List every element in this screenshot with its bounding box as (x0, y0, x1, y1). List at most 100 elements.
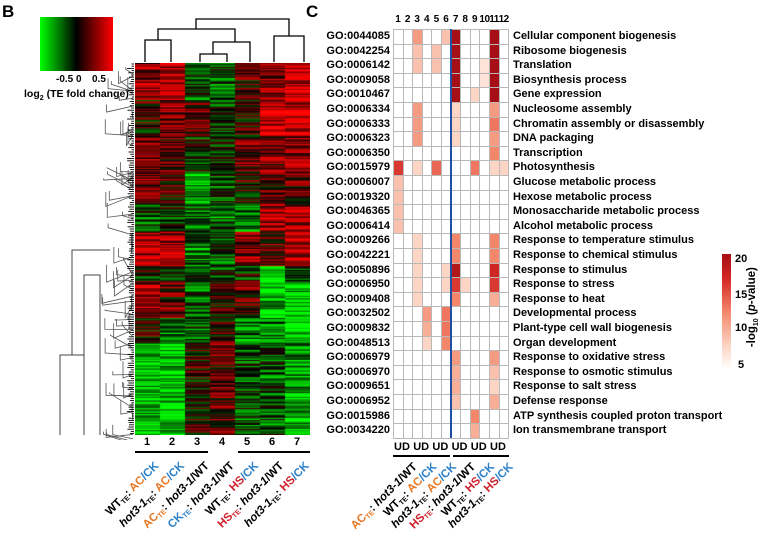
heatmap-cell (498, 43, 510, 60)
go-id: GO:0009408 (326, 292, 390, 305)
heatmap-cell (498, 204, 510, 220)
dendrogram-branch (144, 39, 172, 62)
go-id: GO:0010467 (326, 88, 390, 101)
go-term: Organ development (513, 336, 617, 349)
dendrogram-branch (195, 18, 290, 36)
go-term: Transcription (513, 146, 583, 159)
go-term: Response to osmotic stimulus (513, 365, 673, 378)
heatmap-cell (498, 335, 510, 352)
go-term: Alcohol metabolic process (513, 219, 653, 232)
heatmap-cell (498, 277, 510, 293)
colorbar-tick: 0.5 (92, 74, 106, 85)
condition-divider (450, 29, 453, 438)
heatmap-cell (498, 116, 510, 133)
colorbar-tick: -0.5 (56, 74, 74, 85)
column-number: 4 (218, 436, 226, 448)
column-number: 5 (433, 14, 440, 25)
column-number: 6 (268, 436, 276, 448)
dendrogram-branch (107, 223, 134, 236)
go-id: GO:0046365 (326, 205, 390, 218)
heatmap-cell (498, 29, 510, 45)
group-underline (135, 451, 208, 453)
pvalue-colorbar-label: -log10 (p-value) (746, 252, 760, 362)
dendrogram-branch (120, 121, 134, 136)
dendrogram-branch (101, 294, 134, 304)
go-term: Plant-type cell wall biogenesis (513, 322, 672, 334)
dendrogram-branch (114, 318, 134, 321)
heatmap-cell (498, 218, 510, 235)
column-number: 1 (143, 436, 151, 448)
column-number: 3 (193, 436, 201, 448)
label-text: p (745, 304, 758, 312)
go-id: GO:0006350 (326, 146, 390, 159)
dendrogram-branch (117, 270, 134, 282)
go-id: GO:0006970 (326, 365, 390, 378)
heatmap-cell (498, 379, 510, 395)
dendrogram-branch (119, 162, 134, 173)
go-term: Response to heat (513, 292, 605, 305)
go-id: GO:0032502 (326, 307, 390, 320)
dendrogram-branch (116, 318, 134, 327)
column-number: 7 (452, 14, 459, 25)
heatmap-cell (498, 306, 510, 322)
column-number: 9 (472, 14, 478, 25)
colorbar-tick: 0 (76, 74, 82, 85)
go-term: Response to stimulus (513, 263, 628, 276)
go-id: GO:0015986 (326, 409, 390, 422)
go-id: GO:0006979 (326, 351, 390, 364)
heatmap-cell (498, 423, 510, 439)
column-number: 3 (414, 14, 420, 25)
go-id: GO:0015979 (326, 161, 390, 174)
go-term: Biosynthesis process (513, 73, 627, 86)
dendrogram-branch (113, 271, 134, 289)
up-down-label: UD (432, 441, 449, 453)
label-text: log (24, 88, 40, 100)
dendrogram-branch (112, 371, 134, 376)
heatmap-cell (498, 408, 510, 425)
panel-c-label: C (306, 2, 319, 21)
te-heatmap (135, 63, 310, 435)
go-id: GO:0006142 (326, 59, 390, 72)
dendrogram-branch (212, 41, 251, 62)
go-term: Gene expression (513, 88, 602, 101)
heatmap-cell (498, 72, 510, 89)
heatmap-cell (498, 145, 510, 162)
go-id: GO:0006333 (326, 117, 390, 130)
label-text: -log (745, 326, 758, 348)
dendrogram-branch (83, 274, 101, 435)
go-id: GO:0006323 (326, 132, 390, 145)
group-underline (238, 451, 310, 453)
go-term: Response to salt stress (513, 380, 637, 393)
dendrogram-branch (116, 166, 134, 178)
go-term: Cellular component biogenesis (513, 30, 677, 42)
dendrogram-branch (114, 340, 134, 349)
heatmap-cell (498, 394, 510, 410)
go-term: DNA packaging (513, 132, 594, 145)
dendrogram-branch (123, 382, 134, 399)
heatmap-cell (498, 189, 510, 206)
column-number: 6 (443, 14, 449, 25)
group-underline (453, 455, 509, 457)
column-number: 2 (168, 436, 176, 448)
dendrogram-branch (118, 248, 134, 261)
label-text: ( (745, 311, 758, 319)
dendrogram-branch (199, 53, 228, 62)
dendrogram-branch (102, 297, 134, 306)
go-term: Photosynthesis (513, 161, 595, 174)
up-down-label: UD (490, 441, 506, 453)
dendrogram-branch (106, 264, 134, 283)
colorbar-tick: 15 (735, 289, 748, 301)
go-id: GO:0006007 (326, 176, 390, 188)
dendrogram-branch (114, 280, 134, 297)
label-sub: 2 (39, 95, 44, 103)
dendrogram-branch (119, 346, 134, 361)
column-number: 2 (404, 14, 411, 25)
dendrogram-branch (113, 247, 134, 264)
column-number: 1 (395, 14, 401, 25)
go-term: Monosaccharide metabolic process (513, 205, 700, 218)
column-number: 8 (462, 14, 468, 25)
column-number: 12 (498, 14, 510, 25)
dendrogram-branch (103, 431, 123, 440)
dendrogram-branch (106, 203, 134, 218)
dendrogram-branch (127, 127, 134, 146)
